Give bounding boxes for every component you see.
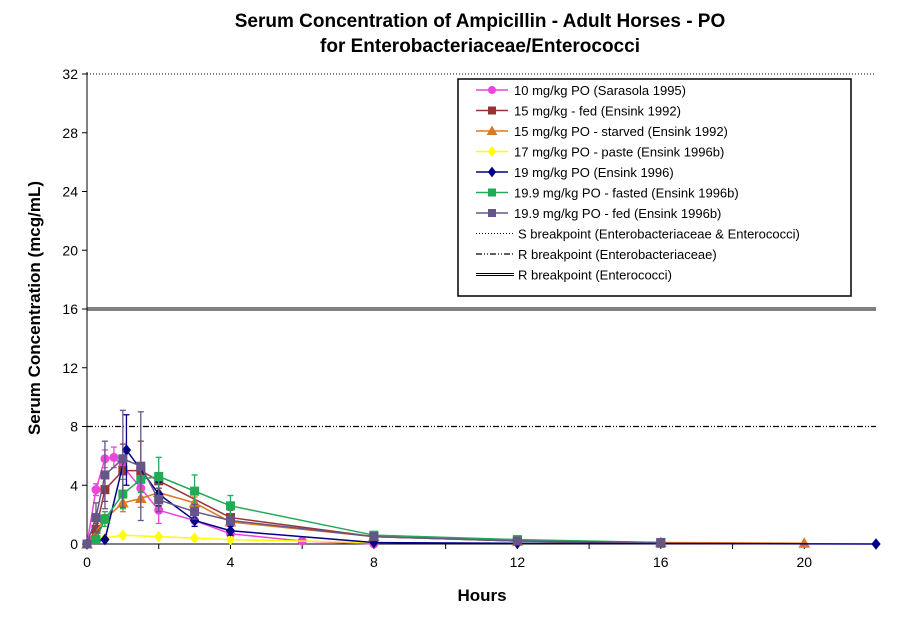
legend-item: R breakpoint (Enterococci) [476, 268, 672, 283]
data-point [100, 533, 110, 546]
data-point [136, 461, 146, 471]
y-tick-label: 24 [62, 184, 78, 200]
x-tick-label: 4 [227, 554, 235, 570]
legend-label: 19.9 mg/kg PO - fasted (Ensink 1996b) [514, 186, 739, 201]
series-line [86, 448, 877, 545]
y-tick-label: 4 [70, 477, 78, 493]
y-axis-label: Serum Concentration (mcg/mL) [25, 181, 44, 435]
data-point [871, 538, 881, 550]
y-tick-label: 20 [62, 242, 78, 258]
legend-swatch-marker [488, 86, 496, 94]
legend-item: 17 mg/kg PO - paste (Ensink 1996b) [476, 145, 724, 160]
legend-item: 19 mg/kg PO (Ensink 1996) [476, 165, 674, 180]
legend-label: 15 mg/kg PO - starved (Ensink 1992) [514, 124, 728, 139]
legend-swatch-marker [487, 146, 497, 157]
x-tick-label: 20 [796, 554, 812, 570]
legend-swatch-marker [486, 125, 498, 135]
y-tick-label: 32 [62, 66, 78, 82]
data-point [225, 501, 235, 511]
data-point [190, 486, 200, 496]
y-tick-label: 8 [70, 419, 78, 435]
legend-swatch-marker [488, 209, 496, 217]
data-point [154, 530, 164, 543]
series-group [82, 414, 881, 550]
legend-label: R breakpoint (Enterobacteriaceae) [518, 247, 717, 262]
legend-item: 19.9 mg/kg PO - fed (Ensink 1996b) [476, 206, 721, 221]
legend-item: R breakpoint (Enterobacteriaceae) [476, 247, 717, 262]
chart-title: Serum Concentration of Ampicillin - Adul… [235, 11, 726, 32]
data-point [82, 539, 92, 549]
x-tick-label: 0 [83, 554, 91, 570]
legend-item: 19.9 mg/kg PO - fasted (Ensink 1996b) [476, 186, 739, 201]
y-tick-label: 28 [62, 125, 78, 141]
legend-label: 17 mg/kg PO - paste (Ensink 1996b) [514, 145, 724, 160]
plot-area: 0 4 8 12 16 20 24 28 32 0 4 8 12 16 20 [62, 66, 881, 570]
legend-item: 15 mg/kg - fed (Ensink 1992) [476, 104, 681, 119]
breakpoint-line [87, 307, 876, 311]
legend-swatch-line [476, 273, 514, 276]
y-tick-label: 0 [70, 536, 78, 552]
legend-label: R breakpoint (Enterococci) [518, 268, 672, 283]
data-point [100, 514, 110, 524]
data-point [91, 485, 101, 495]
legend-box [457, 78, 852, 297]
data-point [798, 537, 811, 548]
data-point [118, 529, 128, 541]
x-tick-label: 16 [653, 554, 669, 570]
data-point [512, 536, 522, 546]
legend-item: 10 mg/kg PO (Sarasola 1995) [476, 83, 686, 98]
chart-subtitle: for Enterobacteriaceae/Enterococci [320, 36, 640, 57]
y-tick-label: 16 [62, 301, 78, 317]
data-point [190, 507, 200, 517]
legend-label: 19 mg/kg PO (Ensink 1996) [514, 165, 674, 180]
data-point [118, 454, 128, 464]
data-point [100, 470, 110, 480]
x-tick-label: 12 [510, 554, 526, 570]
data-point [369, 532, 379, 542]
data-point [225, 516, 235, 525]
legend-item: 15 mg/kg PO - starved (Ensink 1992) [476, 124, 728, 139]
y-tick-label: 12 [62, 360, 78, 376]
legend-label: 10 mg/kg PO (Sarasola 1995) [514, 83, 686, 98]
x-tick-label: 8 [370, 554, 378, 570]
series-group [82, 409, 666, 549]
data-point [91, 535, 101, 545]
legend-item: S breakpoint (Enterobacteriaceae & Enter… [476, 227, 800, 242]
legend-swatch-marker [488, 106, 496, 115]
data-point [154, 471, 164, 481]
data-point [189, 532, 200, 544]
data-point [91, 513, 101, 523]
data-point [225, 533, 236, 546]
x-axis-label: Hours [457, 586, 506, 605]
data-point [225, 524, 236, 537]
legend-label: S breakpoint (Enterobacteriaceae & Enter… [518, 227, 800, 242]
data-point [656, 538, 666, 548]
legend-swatch-marker [487, 166, 497, 178]
data-point [154, 495, 164, 505]
legend-label: 19.9 mg/kg PO - fed (Ensink 1996b) [514, 206, 721, 221]
legend: 10 mg/kg PO (Sarasola 1995) 15 mg/kg - fe… [457, 78, 852, 297]
legend-swatch-marker [488, 188, 496, 197]
data-point [109, 452, 119, 462]
legend-label: 15 mg/kg - fed (Ensink 1992) [514, 104, 681, 119]
